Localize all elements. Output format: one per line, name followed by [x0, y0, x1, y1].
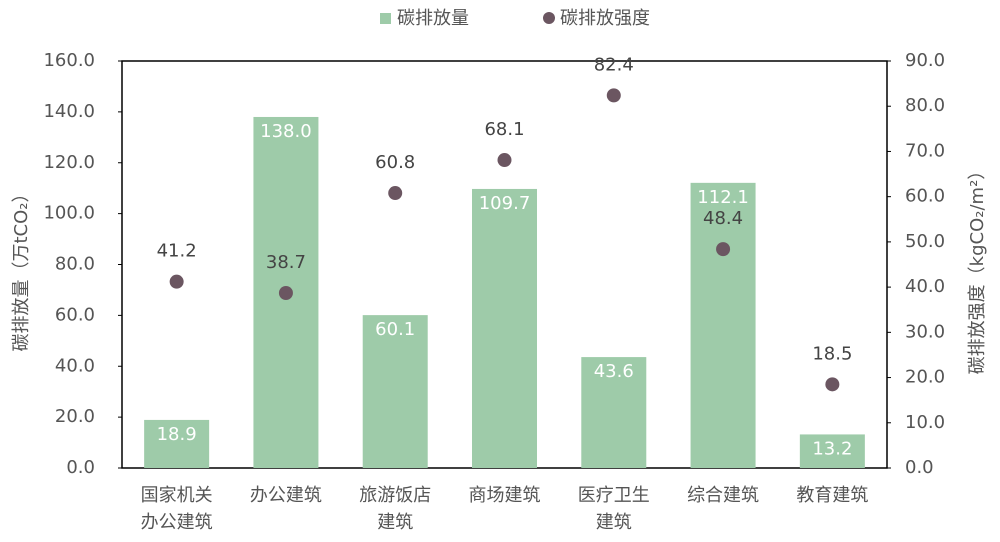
x-tick-label: 办公建筑	[250, 485, 322, 506]
y2-tick-label: 80.0	[905, 95, 945, 116]
y-tick-label: 100.0	[43, 203, 95, 224]
y-tick-label: 160.0	[43, 50, 95, 71]
bar-value-label: 60.1	[375, 319, 415, 340]
y2-tick-label: 50.0	[905, 231, 945, 252]
scatter-point	[169, 274, 184, 289]
x-tick-label: 国家机关办公建筑	[141, 485, 213, 533]
y2-axis-title: 碳排放强度（kgCO₂/m²）	[967, 162, 988, 375]
y2-tick-label: 70.0	[905, 140, 945, 161]
y2-tick-label: 20.0	[905, 367, 945, 388]
scatter-point	[825, 377, 840, 392]
point-value-label: 68.1	[484, 119, 524, 140]
bar-value-label: 138.0	[260, 121, 312, 142]
legend-swatch	[380, 13, 391, 24]
y2-tick-label: 30.0	[905, 321, 945, 342]
bar	[690, 182, 756, 468]
x-tick-label: 医疗卫生建筑	[578, 485, 650, 533]
point-value-label: 41.2	[157, 241, 197, 262]
point-value-label: 48.4	[703, 208, 743, 229]
legend-label: 碳排放强度	[560, 8, 650, 29]
y-tick-label: 40.0	[55, 355, 95, 376]
bar	[144, 419, 210, 468]
bar-value-label: 43.6	[594, 361, 634, 382]
scatter-point	[278, 285, 293, 300]
legend-label: 碳排放量	[397, 8, 469, 29]
point-value-label: 82.4	[594, 54, 634, 75]
point-value-label: 60.8	[375, 152, 415, 173]
scatter-point	[716, 242, 731, 257]
bar-value-label: 13.2	[812, 438, 852, 459]
y2-tick-label: 90.0	[905, 50, 945, 71]
bar	[581, 357, 647, 468]
bar	[472, 188, 537, 468]
bar	[362, 315, 428, 468]
y2-tick-label: 60.0	[905, 186, 945, 207]
x-tick-label: 教育建筑	[796, 485, 868, 506]
y2-tick-label: 10.0	[905, 412, 945, 433]
y-tick-label: 20.0	[55, 406, 95, 427]
x-tick-label: 综合建筑	[687, 485, 759, 506]
point-value-label: 18.5	[812, 343, 852, 364]
scatter-point	[606, 88, 621, 103]
scatter-point	[388, 186, 403, 201]
bar-value-label: 109.7	[479, 193, 531, 214]
bar-value-label: 18.9	[157, 424, 197, 445]
x-tick-label: 商场建筑	[469, 485, 541, 506]
y-tick-label: 140.0	[43, 101, 95, 122]
scatter-point	[497, 153, 512, 168]
y-tick-label: 0.0	[66, 457, 95, 478]
point-value-label: 38.7	[266, 252, 306, 273]
x-tick-label: 旅游饭店建筑	[359, 485, 431, 533]
y2-tick-label: 0.0	[905, 457, 934, 478]
y-tick-label: 60.0	[55, 304, 95, 325]
legend-swatch	[543, 12, 555, 24]
y2-tick-label: 40.0	[905, 276, 945, 297]
bar	[799, 434, 865, 468]
y-axis-title: 碳排放量（万tCO₂）	[11, 184, 32, 351]
y-tick-label: 80.0	[55, 254, 95, 275]
y-tick-label: 120.0	[43, 152, 95, 173]
bar-value-label: 112.1	[697, 187, 749, 208]
